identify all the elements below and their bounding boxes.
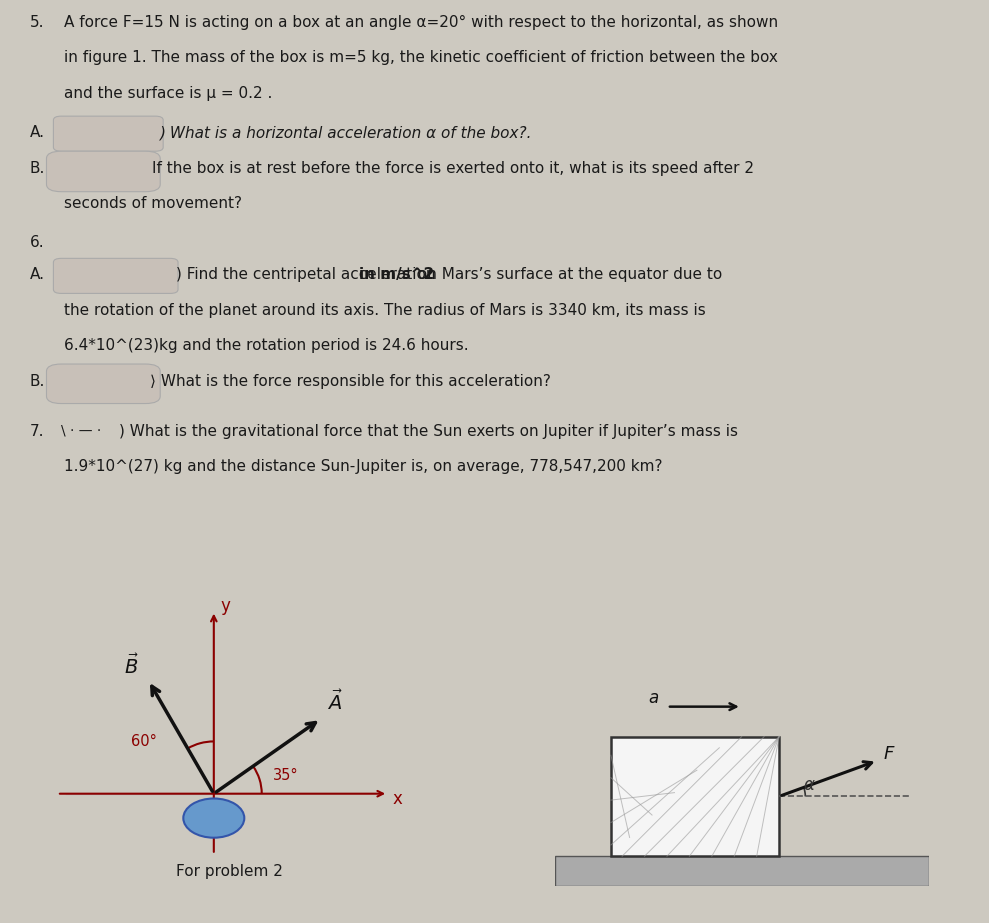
Bar [611, 737, 779, 857]
Text: ⟩ What is the force responsible for this acceleration?: ⟩ What is the force responsible for this… [150, 374, 551, 389]
Text: B.: B. [30, 161, 45, 175]
Text: 6.: 6. [30, 235, 45, 250]
Text: 6.4*10^(23)kg and the rotation period is 24.6 hours.: 6.4*10^(23)kg and the rotation period is… [64, 339, 469, 354]
Text: a: a [649, 689, 659, 707]
Text: on Mars’s surface at the equator due to: on Mars’s surface at the equator due to [413, 268, 723, 282]
Text: ) Find the centripetal acceleration: ) Find the centripetal acceleration [176, 268, 440, 282]
Text: 1.9*10^(27) kg and the distance Sun-Jupiter is, on average, 778,547,200 km?: 1.9*10^(27) kg and the distance Sun-Jupi… [64, 460, 663, 474]
Text: ) What is a horizontal acceleration α of the box?.: ) What is a horizontal acceleration α of… [160, 125, 533, 140]
Text: 7.: 7. [30, 424, 45, 438]
Text: and the surface is μ = 0.2 .: and the surface is μ = 0.2 . [64, 86, 273, 101]
FancyBboxPatch shape [46, 364, 160, 403]
Text: x: x [393, 790, 403, 809]
Text: the rotation of the planet around its axis. The radius of Mars is 3340 km, its m: the rotation of the planet around its ax… [64, 303, 706, 318]
FancyBboxPatch shape [53, 116, 163, 151]
Text: A.: A. [30, 125, 45, 140]
Text: seconds of movement?: seconds of movement? [64, 197, 242, 211]
Text: ) What is the gravitational force that the Sun exerts on Jupiter if Jupiter’s ma: ) What is the gravitational force that t… [119, 424, 738, 438]
Ellipse shape [183, 798, 244, 838]
Text: y: y [221, 597, 230, 615]
Text: in figure 1. The mass of the box is m=5 kg, the kinetic coefficient of friction : in figure 1. The mass of the box is m=5 … [64, 51, 778, 66]
Text: 35°: 35° [273, 768, 299, 783]
Text: $\vec{A}$: $\vec{A}$ [327, 689, 343, 714]
Text: A.: A. [30, 268, 45, 282]
Text: 60°: 60° [131, 734, 157, 749]
Text: B.: B. [30, 374, 45, 389]
Text: α: α [803, 775, 814, 794]
Text: For problem 2: For problem 2 [176, 865, 283, 880]
FancyBboxPatch shape [53, 258, 178, 294]
Text: 5.: 5. [30, 15, 45, 30]
Text: in m/s^2: in m/s^2 [359, 268, 434, 282]
Text: \ · — ·: \ · — · [61, 424, 102, 438]
Text: F: F [883, 745, 893, 762]
FancyBboxPatch shape [46, 151, 160, 192]
Text: A force F=15 N is acting on a box at an angle α=20° with respect to the horizont: A force F=15 N is acting on a box at an … [64, 15, 778, 30]
Bar [555, 857, 929, 886]
Text: If the box is at rest before the force is exerted onto it, what is its speed aft: If the box is at rest before the force i… [152, 161, 755, 175]
Text: $\vec{B}$: $\vec{B}$ [124, 653, 139, 677]
